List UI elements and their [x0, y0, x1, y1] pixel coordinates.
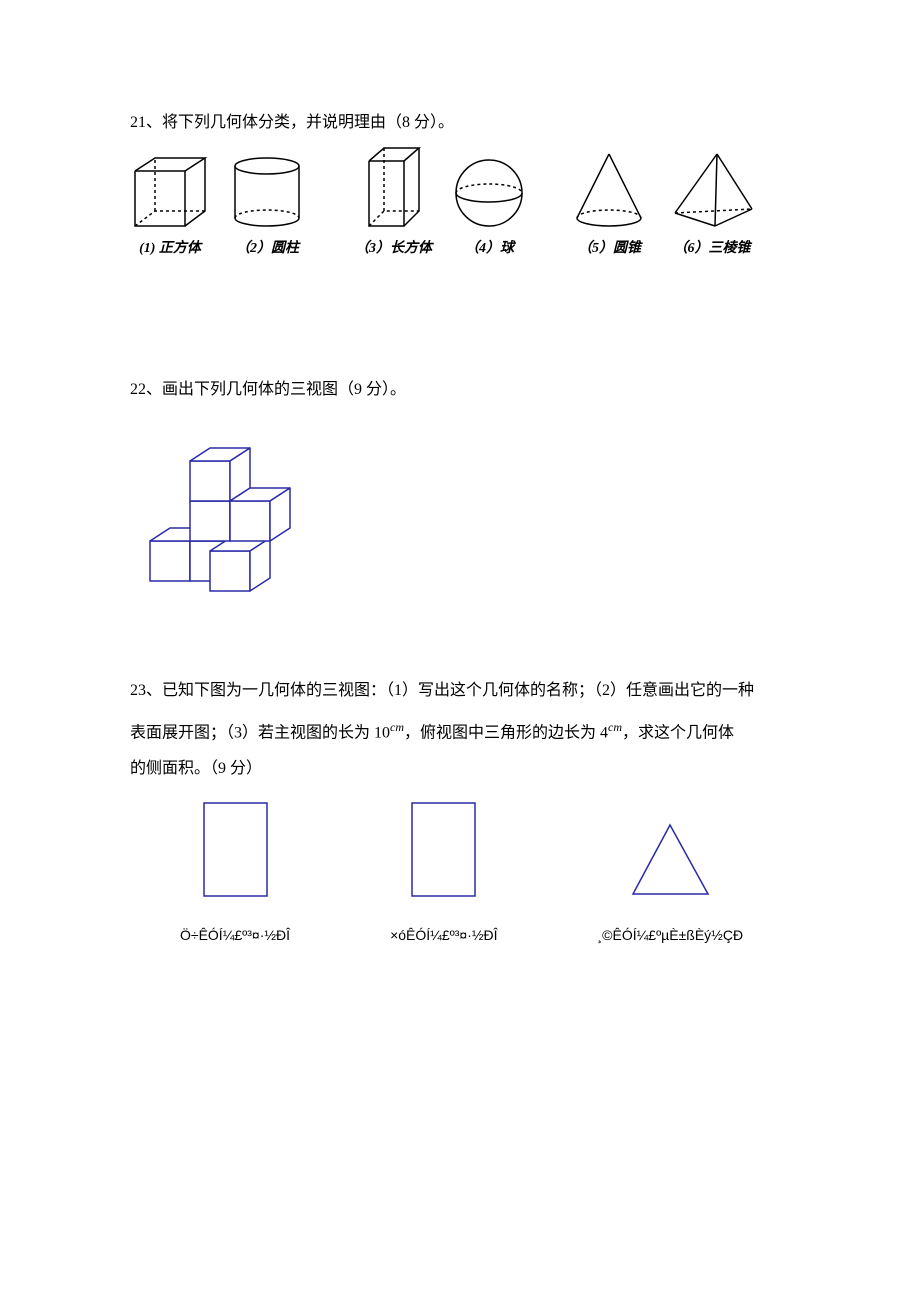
shape-label-2: （2）圆柱 [236, 237, 299, 257]
view-caption-3: ¸©ÊÓÍ¼£ºµÈ±ßÈý½ÇÐ [598, 927, 744, 943]
q23-line2: 表面展开图；（3）若主视图的长为 10cm，俯视图中三角形的边长为 4cm，求这… [130, 714, 790, 746]
view-caption-2: ×óÊÓÍ¼£º³¤·½ÐÎ [390, 927, 497, 943]
view-caption-1: Ö÷ÊÓÍ¼£º³¤·½ÐÎ [180, 927, 290, 943]
cubes-figure-icon [140, 433, 320, 593]
shape-sphere-col: （4）球 [452, 156, 527, 257]
shape-cuboid-col: （3）长方体 [355, 146, 432, 257]
q23-line2a: 表面展开图；（3）若主视图的长为 10 [130, 724, 390, 741]
side-view-col: ×óÊÓÍ¼£º³¤·½ÐÎ [390, 802, 497, 943]
side-view-rect-icon [411, 802, 476, 897]
cone-icon [572, 151, 647, 231]
cylinder-icon [230, 156, 305, 231]
cm-unit-1: cm [390, 720, 404, 734]
tri-pyramid-icon [667, 151, 757, 231]
top-view-triangle-icon [628, 822, 713, 897]
q23-line1: 23、已知下图为一几何体的三视图：（1）写出这个几何体的名称；（2）任意画出它的… [130, 678, 790, 704]
shape-label-4: （4）球 [465, 237, 514, 257]
q23-line2b: ，俯视图中三角形的边长为 4 [404, 724, 608, 741]
q23-line3: 的侧面积。（9 分） [130, 756, 790, 782]
sphere-icon [452, 156, 527, 231]
shape-cube-col: (1) 正方体 [130, 156, 210, 257]
top-view-col: ¸©ÊÓÍ¼£ºµÈ±ßÈý½ÇÐ [598, 822, 744, 943]
shape-label-5: （5）圆锥 [578, 237, 641, 257]
shape-label-3: （3）长方体 [355, 237, 432, 257]
cube-icon [130, 156, 210, 231]
front-view-rect-icon [203, 802, 268, 897]
q23-views-row: Ö÷ÊÓÍ¼£º³¤·½ÐÎ ×óÊÓÍ¼£º³¤·½ÐÎ ¸©ÊÓÍ¼£ºµÈ… [180, 802, 790, 943]
shape-cylinder-col: （2）圆柱 [230, 156, 305, 257]
shape-label-6: （6）三棱锥 [674, 237, 751, 257]
document-page: 21、将下列几何体分类，并说明理由（8 分）。 (1) 正方体 [0, 0, 920, 943]
q23-block: 23、已知下图为一几何体的三视图：（1）写出这个几何体的名称；（2）任意画出它的… [130, 678, 790, 943]
shape-label-1: (1) 正方体 [139, 237, 201, 257]
q23-line2c: ，求这个几何体 [622, 724, 734, 741]
q22-prompt: 22、画出下列几何体的三视图（9 分）。 [130, 377, 790, 403]
front-view-col: Ö÷ÊÓÍ¼£º³¤·½ÐÎ [180, 802, 290, 943]
cuboid-icon [364, 146, 424, 231]
q21-prompt: 21、将下列几何体分类，并说明理由（8 分）。 [130, 110, 790, 136]
shape-cone-col: （5）圆锥 [572, 151, 647, 257]
q21-shapes-row: (1) 正方体 （2）圆柱 [130, 146, 790, 257]
cm-unit-2: cm [608, 720, 622, 734]
q22-block: 22、画出下列几何体的三视图（9 分）。 [130, 377, 790, 598]
shape-triangular-pyramid-col: （6）三棱锥 [667, 151, 757, 257]
